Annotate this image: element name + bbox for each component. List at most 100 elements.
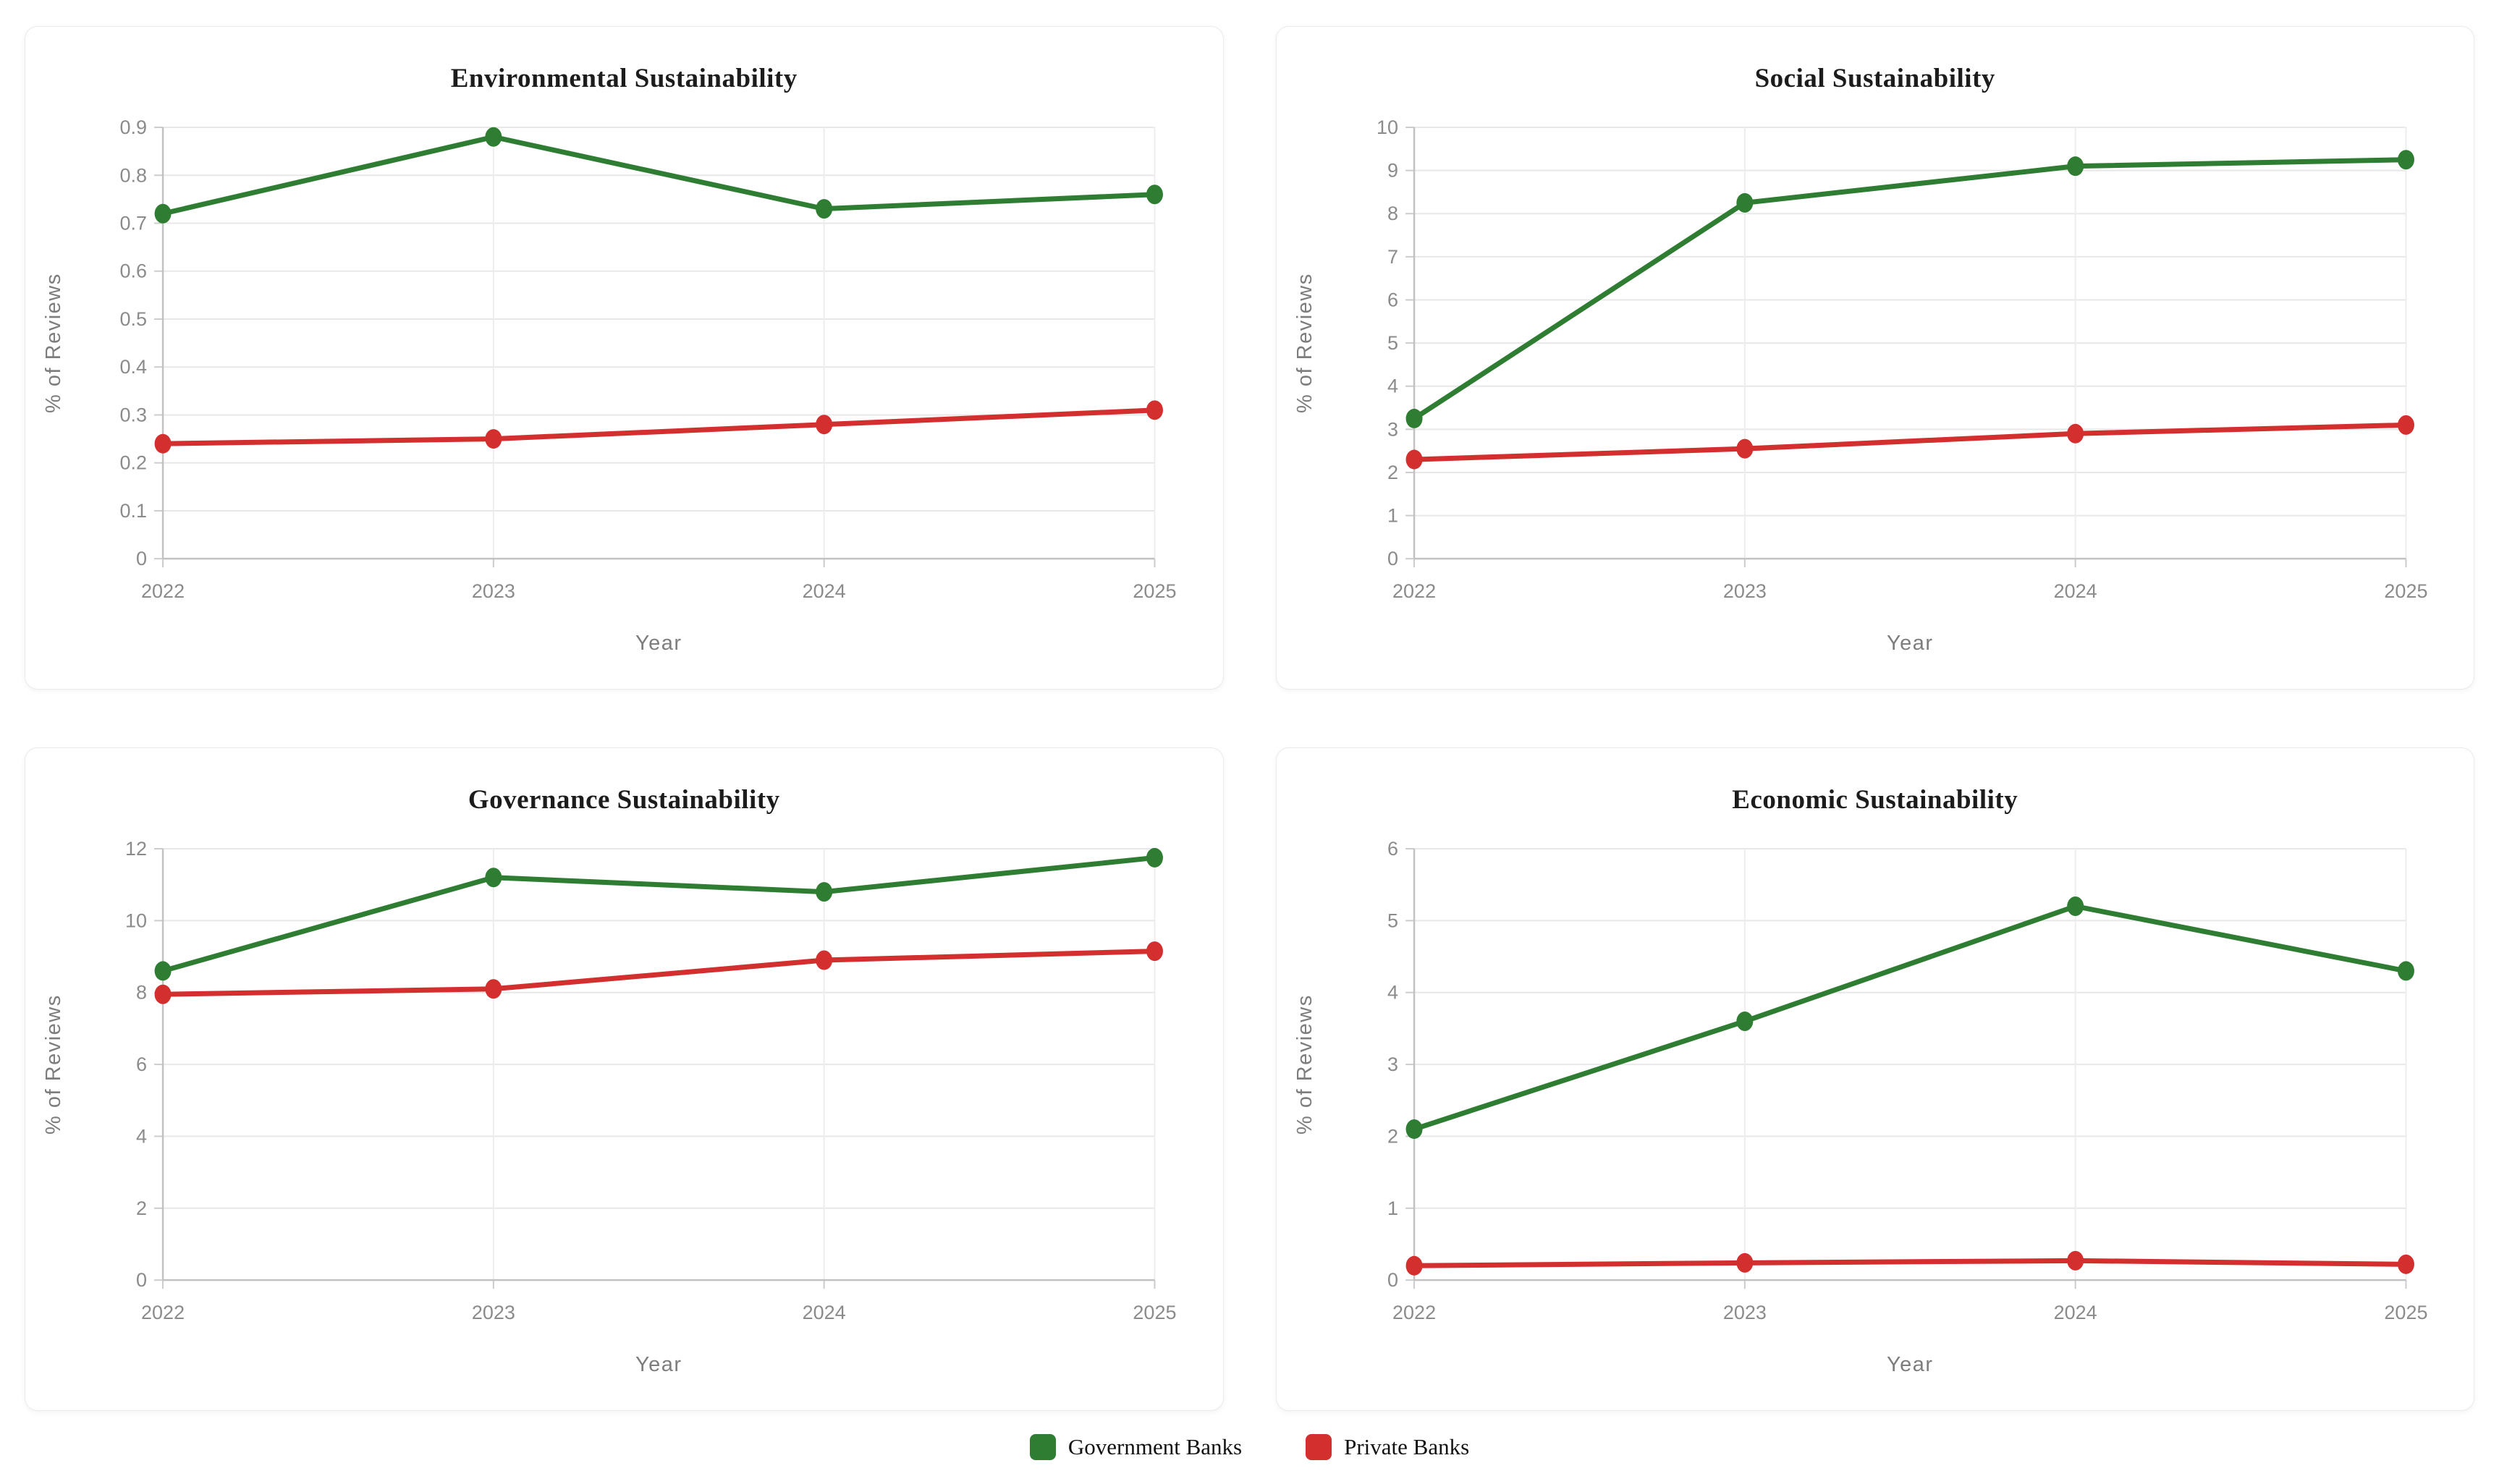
data-point[interactable] [816, 882, 833, 902]
data-point[interactable] [1146, 941, 1163, 962]
svg-text:2025: 2025 [1133, 580, 1176, 602]
svg-text:2022: 2022 [1392, 1302, 1436, 1323]
legend-swatch-private-banks [1306, 1434, 1332, 1461]
svg-text:Year: Year [1886, 1353, 1933, 1376]
svg-text:1: 1 [1387, 1197, 1398, 1219]
legend-item-government-banks[interactable]: Government Banks [1029, 1434, 1243, 1461]
svg-text:5: 5 [1387, 910, 1398, 932]
svg-text:% of Reviews: % of Reviews [1293, 994, 1316, 1135]
svg-text:0: 0 [136, 1269, 147, 1291]
data-point[interactable] [816, 199, 833, 219]
svg-text:0.5: 0.5 [120, 308, 148, 330]
data-point[interactable] [154, 984, 172, 1004]
svg-text:2023: 2023 [472, 1302, 515, 1323]
svg-text:Year: Year [635, 632, 682, 655]
data-point[interactable] [2066, 156, 2084, 177]
series-line [1411, 157, 2409, 421]
svg-text:0: 0 [136, 548, 147, 569]
svg-text:2025: 2025 [2384, 1302, 2427, 1323]
svg-text:2022: 2022 [141, 580, 185, 602]
svg-text:2022: 2022 [1392, 580, 1436, 602]
svg-text:9: 9 [1387, 160, 1398, 182]
data-point[interactable] [154, 961, 172, 981]
data-point[interactable] [1405, 1119, 1423, 1140]
svg-text:2024: 2024 [2053, 580, 2097, 602]
svg-text:4: 4 [1387, 982, 1398, 1004]
svg-text:6: 6 [1387, 289, 1398, 310]
svg-text:% of Reviews: % of Reviews [42, 994, 65, 1135]
data-point[interactable] [2397, 1255, 2414, 1275]
series-line [160, 855, 1157, 974]
data-point[interactable] [1735, 438, 1753, 459]
series-line [160, 134, 1157, 216]
chart-title-social: Social Sustainability [1754, 64, 1995, 93]
svg-text:8: 8 [136, 982, 147, 1004]
svg-text:2: 2 [1387, 462, 1398, 483]
svg-text:2024: 2024 [2053, 1302, 2097, 1323]
series-line [1411, 904, 2409, 1132]
svg-text:8: 8 [1387, 203, 1398, 224]
svg-text:10: 10 [125, 910, 147, 932]
series-line [1411, 1258, 2409, 1269]
series-line [160, 407, 1157, 446]
data-point[interactable] [1735, 1253, 1753, 1273]
social-line-chart: 0 1 2 3 4 5 6 7 8 9 10 2022 2023 2024 2025 Year % of Rev… [1293, 116, 2427, 655]
svg-text:2025: 2025 [1133, 1302, 1176, 1323]
data-point[interactable] [1146, 400, 1163, 420]
data-point[interactable] [1405, 1256, 1423, 1276]
data-point[interactable] [1405, 408, 1423, 428]
data-point[interactable] [2397, 150, 2414, 170]
series-line [160, 949, 1157, 997]
data-point[interactable] [1405, 449, 1423, 470]
data-point[interactable] [2066, 423, 2084, 444]
data-point[interactable] [816, 415, 833, 435]
svg-text:0.2: 0.2 [120, 452, 148, 474]
svg-text:% of Reviews: % of Reviews [42, 273, 65, 413]
data-point[interactable] [1735, 192, 1753, 213]
svg-text:6: 6 [1387, 838, 1398, 860]
governance-line-chart: 0 2 4 6 8 10 12 2022 2023 2024 2025 Year % of Review… [42, 838, 1176, 1376]
data-point[interactable] [1735, 1012, 1753, 1032]
data-point[interactable] [485, 127, 502, 147]
data-point[interactable] [2397, 961, 2414, 981]
svg-text:2: 2 [1387, 1126, 1398, 1148]
svg-text:0.1: 0.1 [120, 500, 148, 522]
legend-label-government-banks: Government Banks [1067, 1434, 1243, 1460]
series-line [1411, 422, 2409, 462]
chart-card-governance: Governance Sustainability 0 2 4 6 8 10 12 2022 2… [25, 747, 1224, 1412]
svg-text:% of Reviews: % of Reviews [1293, 273, 1316, 413]
data-point[interactable] [1146, 185, 1163, 205]
svg-text:10: 10 [1377, 116, 1398, 138]
svg-text:6: 6 [136, 1053, 147, 1075]
data-point[interactable] [2066, 896, 2084, 917]
svg-text:2023: 2023 [1722, 580, 1766, 602]
svg-text:4: 4 [1387, 376, 1398, 397]
svg-text:2024: 2024 [803, 1302, 846, 1323]
svg-text:3: 3 [1387, 418, 1398, 440]
data-point[interactable] [485, 979, 502, 999]
svg-text:0.3: 0.3 [120, 404, 148, 425]
data-point[interactable] [2066, 1251, 2084, 1271]
svg-text:0.4: 0.4 [120, 356, 148, 378]
data-point[interactable] [485, 868, 502, 888]
environmental-line-chart: 0 0.1 0.2 0.3 0.4 0.5 0.6 0.7 0.8 0.9 2022 2023 2024… [42, 116, 1176, 655]
charts-grid: Environmental Sustainability 0 0.1 0.2 0.3 0… [25, 26, 2474, 1412]
economic-line-chart: 0 1 2 3 4 5 6 2022 2023 2024 2025 Year % of Reviews [1293, 838, 2427, 1376]
data-point[interactable] [816, 950, 833, 970]
chart-card-economic: Economic Sustainability 0 1 2 3 4 5 6 2022 2023 2… [1275, 747, 2474, 1412]
data-point[interactable] [154, 203, 172, 224]
data-point[interactable] [485, 429, 502, 449]
legend-item-private-banks[interactable]: Private Banks [1306, 1434, 1469, 1461]
chart-legend: Government Banks Private Banks [25, 1434, 2474, 1461]
svg-text:2024: 2024 [803, 580, 846, 602]
svg-text:12: 12 [125, 838, 147, 860]
data-point[interactable] [2397, 415, 2414, 435]
svg-text:2022: 2022 [141, 1302, 185, 1323]
data-point[interactable] [1146, 848, 1163, 868]
legend-swatch-government-banks [1029, 1434, 1056, 1461]
svg-text:0: 0 [1387, 548, 1398, 569]
svg-text:2023: 2023 [472, 580, 515, 602]
chart-title-environmental: Environmental Sustainability [450, 64, 798, 93]
data-point[interactable] [154, 433, 172, 454]
